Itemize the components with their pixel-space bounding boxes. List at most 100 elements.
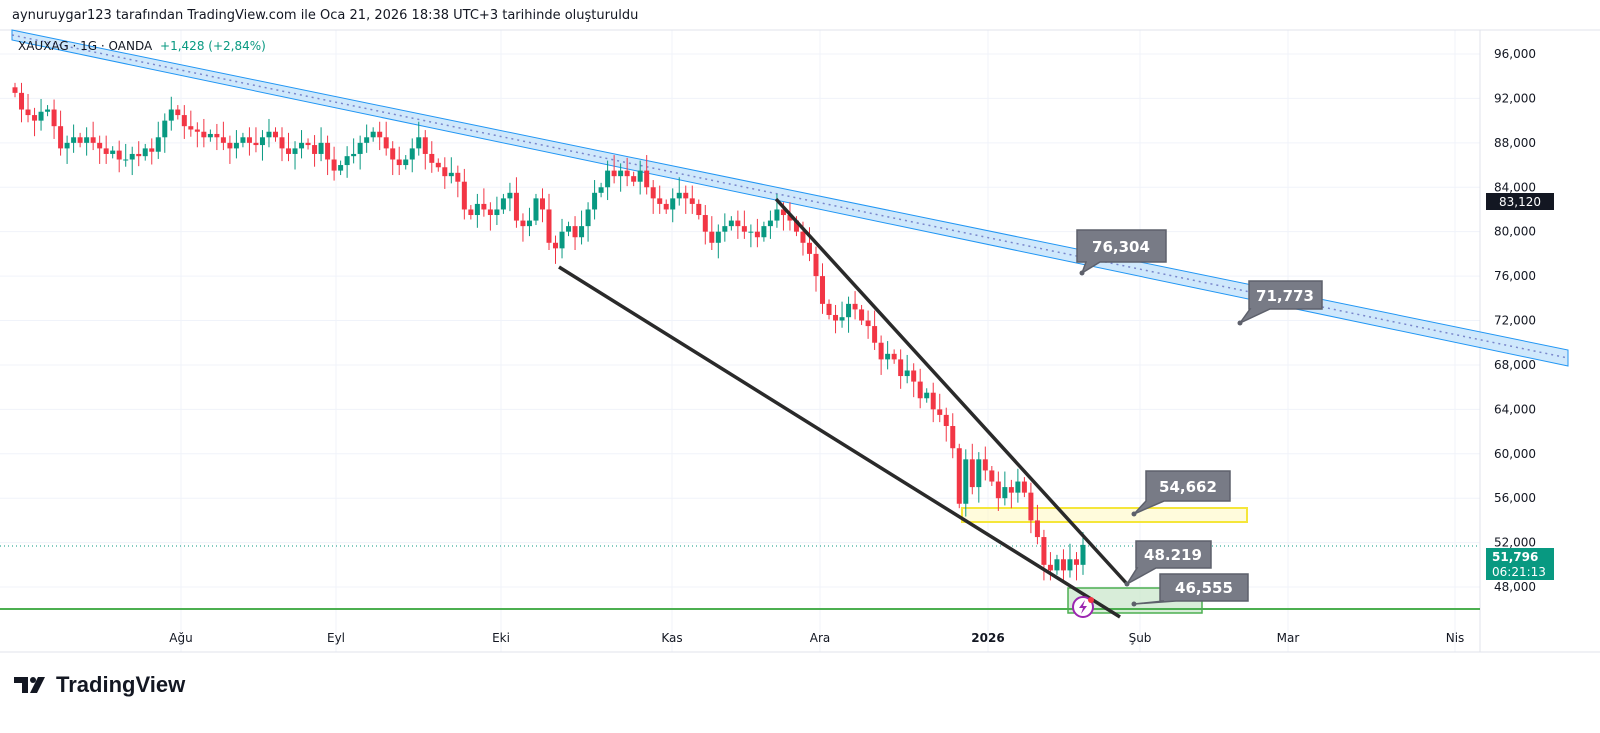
candle-body — [1028, 492, 1034, 521]
candle — [995, 471, 1001, 511]
candle-body — [553, 242, 559, 249]
candle — [683, 185, 689, 214]
candle — [618, 163, 624, 192]
candle-body — [800, 231, 806, 243]
candle — [409, 138, 415, 173]
candle — [637, 160, 643, 195]
candle — [904, 354, 910, 384]
candle-body — [175, 109, 181, 116]
candle — [689, 185, 695, 214]
candle — [950, 413, 956, 459]
candle — [702, 205, 708, 245]
y-tick-label: 80,000 — [1494, 225, 1536, 239]
candle-body — [259, 137, 265, 146]
callout-71773[interactable]: 71,773 — [1237, 280, 1323, 326]
time-axis[interactable]: Ağu Eyl Eki Kas Ara 2026 Şub Mar Nis — [169, 631, 1464, 645]
candle-body — [90, 137, 96, 143]
candle — [1067, 543, 1073, 578]
candle-body — [136, 153, 142, 157]
candle-body — [500, 198, 506, 210]
candle — [969, 443, 975, 495]
candle — [885, 341, 891, 370]
candle-body — [513, 192, 519, 221]
candle — [1002, 471, 1008, 506]
callout-48219[interactable]: 48.219 — [1124, 540, 1212, 587]
x-tick-label: Ara — [810, 631, 831, 645]
candle — [1080, 532, 1086, 575]
candle-body — [364, 137, 370, 143]
callout-46555[interactable]: 46,555 — [1131, 573, 1249, 607]
candle-body — [644, 170, 650, 188]
candle — [507, 182, 513, 212]
candle-body — [833, 314, 839, 321]
candle — [1034, 504, 1040, 545]
candle-body — [51, 109, 57, 127]
candle — [246, 127, 252, 156]
candle-body — [605, 170, 611, 188]
candle-body — [637, 170, 643, 182]
candle-body — [422, 137, 428, 154]
candle — [696, 199, 702, 220]
candle-body — [748, 231, 754, 233]
candle-body — [631, 176, 637, 182]
callout-54662[interactable]: 54,662 — [1131, 470, 1231, 517]
candle — [728, 216, 734, 231]
symbol-name: XAUXAG · 1G · OANDA — [18, 39, 153, 53]
candle — [500, 193, 506, 214]
candle — [168, 96, 174, 131]
tradingview-logo[interactable]: TradingView — [14, 672, 185, 698]
candle — [924, 388, 930, 403]
candle-body — [442, 167, 448, 177]
candle-body — [806, 242, 812, 254]
candle — [1073, 552, 1079, 581]
candle — [455, 165, 461, 198]
price-axis[interactable]: 96,000 92,000 88,000 84,000 80,000 76,000 72,0… — [1494, 47, 1536, 594]
candle-body — [344, 156, 350, 166]
candle-body — [735, 220, 741, 227]
candle — [357, 135, 363, 170]
candle — [396, 146, 402, 176]
candle-body — [84, 137, 90, 143]
candle — [676, 177, 682, 206]
lightning-event-icon[interactable] — [1072, 596, 1094, 618]
candle-body — [846, 303, 852, 318]
candle-body — [624, 170, 630, 177]
y-tick-label: 88,000 — [1494, 136, 1536, 150]
candle — [820, 263, 826, 314]
candle-body — [891, 353, 897, 360]
y-tick-label: 96,000 — [1494, 47, 1536, 61]
candle-body — [976, 459, 982, 488]
candle-body — [129, 153, 135, 160]
candle-body — [1008, 487, 1014, 493]
symbol-legend[interactable]: XAUXAG · 1G · OANDA +1,428 (+2,84%) — [18, 39, 266, 53]
candle-body — [696, 203, 702, 216]
candle — [468, 205, 474, 220]
candle-body — [1080, 544, 1086, 565]
candle — [624, 157, 630, 187]
candle-body — [618, 170, 624, 177]
candle-body — [657, 198, 663, 204]
candle — [891, 349, 897, 364]
x-tick-label: Mar — [1277, 631, 1300, 645]
candle — [175, 105, 181, 120]
candle-body — [943, 414, 949, 427]
candle — [142, 143, 148, 161]
candle-body — [292, 148, 298, 154]
candle — [989, 465, 995, 486]
y-tick-label: 56,000 — [1494, 491, 1536, 505]
candle — [1054, 554, 1060, 575]
candle — [670, 188, 676, 223]
candle-body — [1073, 559, 1079, 565]
candle-body — [579, 226, 585, 238]
callout-76304[interactable]: 76,304 — [1076, 229, 1167, 276]
candle — [344, 146, 350, 178]
candle-body — [793, 220, 799, 232]
candle-body — [286, 148, 292, 154]
callout-label: 48.219 — [1144, 546, 1202, 564]
price-change: +1,428 (+2,84%) — [160, 39, 266, 53]
candle-body — [240, 137, 246, 143]
candle — [279, 127, 285, 162]
candle-body — [103, 148, 109, 154]
candle-body — [1060, 559, 1066, 571]
